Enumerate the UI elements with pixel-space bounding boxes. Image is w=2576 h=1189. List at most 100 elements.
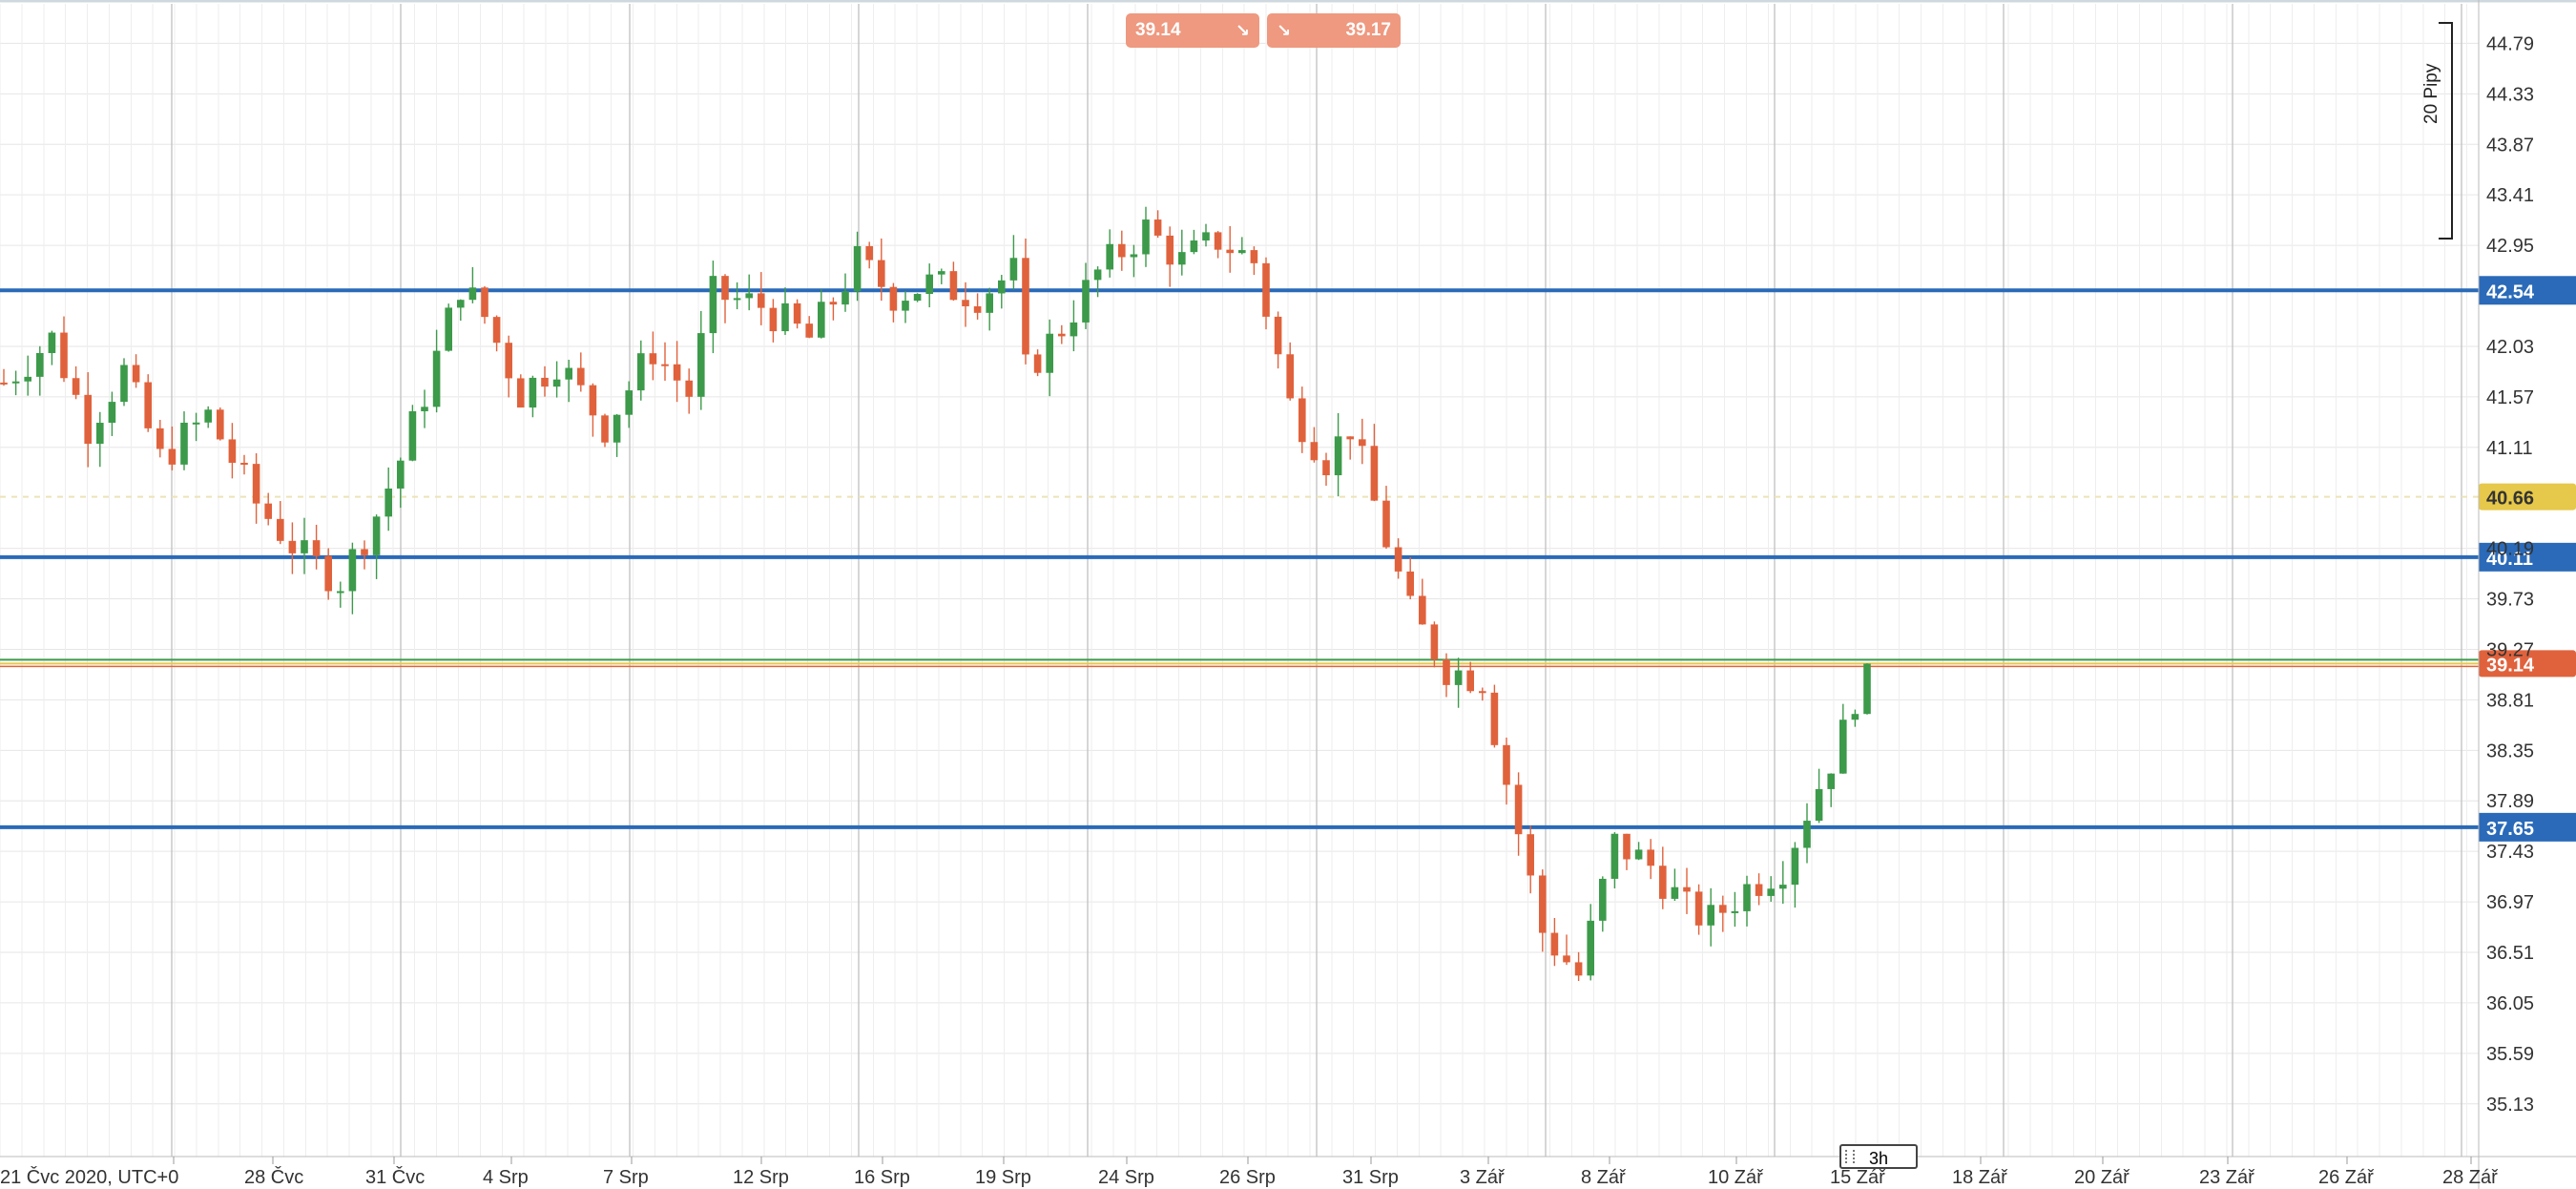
pip-ruler	[2439, 22, 2453, 240]
candle-body	[1370, 446, 1379, 501]
candle-body	[1394, 547, 1402, 572]
candle-body	[192, 422, 200, 425]
candle-body	[577, 367, 585, 386]
candle-body	[432, 350, 441, 407]
candle-body	[1322, 460, 1330, 476]
candle-body	[1791, 847, 1799, 886]
y-tick-label: 43.87	[2486, 135, 2534, 156]
candle-body	[841, 291, 849, 305]
candle-body	[962, 300, 969, 307]
x-tick-label: 28 Zář	[2442, 1167, 2499, 1188]
candle-body	[1743, 884, 1751, 911]
candle-body	[986, 293, 993, 313]
candle-body	[781, 302, 789, 332]
candle-body	[733, 298, 741, 301]
candle-body	[384, 488, 392, 517]
candle-body	[11, 381, 20, 384]
candle-body	[312, 540, 321, 556]
candle-body	[1610, 833, 1619, 879]
candle-body	[348, 549, 357, 592]
candle-body	[1093, 269, 1102, 281]
candle-body	[1262, 262, 1270, 317]
x-tick-label: 16 Srp	[854, 1167, 910, 1188]
y-tick-label: 41.11	[2486, 438, 2533, 459]
bid-price-value: 39.14	[1135, 20, 1181, 40]
candle-body	[1514, 784, 1523, 835]
candle-body	[1406, 571, 1414, 596]
candle-body	[529, 377, 537, 408]
x-tick-label: 20 Zář	[2074, 1167, 2130, 1188]
candle-body	[505, 343, 512, 379]
candle-body	[1550, 932, 1559, 956]
level-price-label: 42.54	[2486, 282, 2535, 302]
x-tick-label: 26 Zář	[2318, 1167, 2375, 1188]
candle-body	[1033, 354, 1042, 373]
candle-body	[1153, 219, 1162, 236]
candle-body	[1694, 891, 1703, 926]
candle-body	[1647, 849, 1654, 866]
ask-price-button[interactable]: ↘ 39.17	[1267, 13, 1401, 48]
candle-body	[1634, 849, 1643, 860]
candle-body	[1286, 354, 1294, 399]
candle-body	[108, 402, 116, 424]
candle-body	[60, 332, 68, 379]
candle-body	[625, 390, 633, 415]
bid-price-button[interactable]: 39.14 ↘	[1126, 13, 1259, 48]
x-tick-label: 7 Srp	[603, 1167, 649, 1188]
candle-body	[24, 376, 31, 382]
candle-body	[1106, 243, 1113, 270]
timeframe-badge[interactable]: 3h	[1839, 1144, 1918, 1169]
candle-body	[973, 306, 982, 313]
candle-body	[758, 293, 765, 308]
candle-body	[1298, 398, 1306, 443]
y-tick-label: 37.89	[2486, 791, 2534, 812]
candle-body	[1815, 788, 1823, 822]
candle-body	[445, 307, 452, 351]
y-tick-label: 36.97	[2486, 892, 2534, 913]
candle-body	[769, 307, 778, 332]
y-tick-label: 44.33	[2486, 84, 2534, 105]
candle-body	[1250, 250, 1258, 263]
y-tick-label: 44.79	[2486, 33, 2534, 54]
candle-body	[1755, 884, 1763, 896]
candle-body	[949, 271, 958, 301]
candle-body	[1166, 235, 1174, 265]
candle-body	[492, 317, 501, 344]
candle-body	[1671, 887, 1679, 899]
candle-body	[1623, 833, 1631, 860]
x-tick-label: 21 Čvc 2020, UTC+0	[0, 1166, 178, 1188]
candle-body	[805, 323, 813, 338]
candle-body	[468, 287, 477, 301]
candle-body	[1082, 280, 1090, 323]
candle-body	[793, 302, 801, 324]
candle-body	[361, 549, 368, 555]
candle-body	[324, 555, 332, 592]
candle-body	[397, 460, 405, 489]
candle-body	[913, 294, 922, 302]
candle-body	[721, 276, 729, 301]
candle-body	[1527, 834, 1534, 876]
candle-body	[1238, 250, 1246, 254]
drag-handle-icon[interactable]	[1845, 1150, 1855, 1163]
candle-body	[1779, 885, 1787, 889]
y-tick-label: 39.73	[2486, 590, 2534, 611]
candle-body	[156, 428, 164, 449]
x-tick-label: 15 Zář	[1830, 1167, 1886, 1188]
candle-body	[673, 364, 681, 381]
candle-body	[96, 423, 104, 445]
ask-price-value: 39.17	[1345, 20, 1391, 40]
x-tick-label: 3 Zář	[1460, 1167, 1506, 1188]
candle-body	[853, 245, 862, 292]
candle-body	[277, 518, 284, 541]
x-tick-label: 28 Čvc	[244, 1166, 303, 1188]
candle-body	[72, 378, 80, 395]
horizontal-lines[interactable]: 42.54 40.11 37.65 40.66 39.14	[0, 276, 2576, 842]
candle-body	[661, 364, 669, 366]
candle-body	[1443, 659, 1450, 685]
candle-body	[132, 365, 140, 383]
candle-body	[589, 385, 597, 416]
candle-body	[541, 377, 549, 387]
candle-body	[818, 302, 825, 338]
candle-body	[408, 410, 417, 461]
